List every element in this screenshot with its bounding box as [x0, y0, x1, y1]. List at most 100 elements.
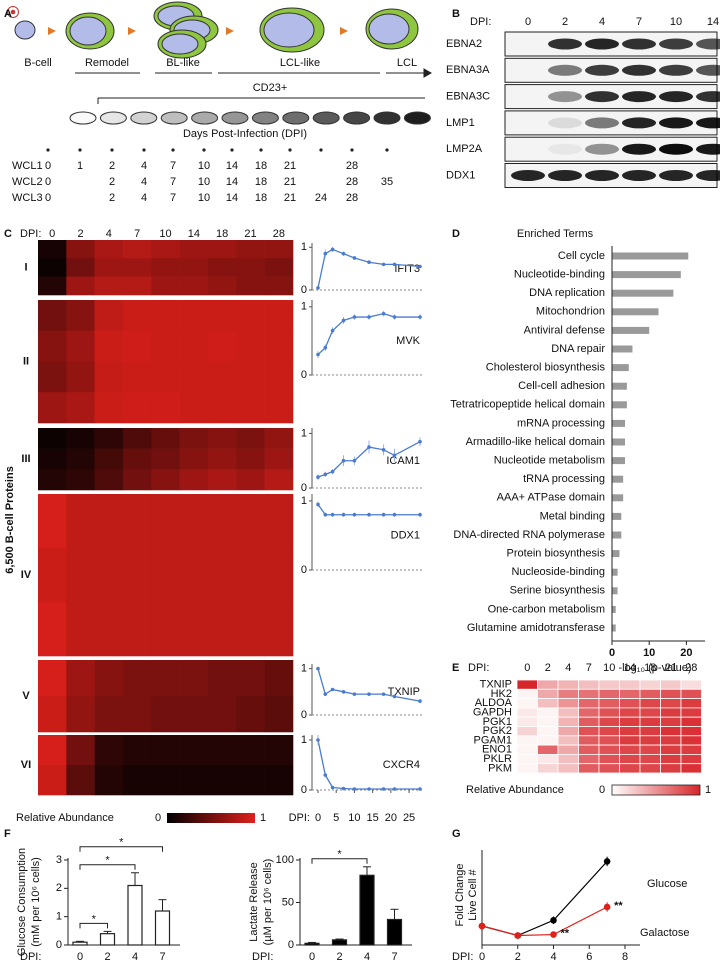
data-point	[381, 448, 386, 452]
cluster-name: VI	[21, 759, 31, 771]
timepoint-dot	[230, 148, 234, 152]
heatmap-cell	[516, 744, 538, 755]
x-tick-label: 8	[622, 951, 628, 963]
heatmap-cell	[179, 660, 209, 697]
heatmap-cell	[557, 735, 579, 746]
data-point	[418, 787, 422, 791]
term-label: Tetratricopeptide helical domain	[450, 399, 605, 411]
x-tick-label: 10	[643, 647, 655, 659]
heatmap-cell	[38, 735, 67, 766]
data-point	[367, 787, 371, 791]
y-axis-label: Fold Change	[454, 864, 466, 927]
heatmap-cell	[208, 392, 237, 424]
heatmap-cell	[123, 330, 152, 362]
term-label: Nucleotide metabolism	[494, 455, 605, 467]
heatmap-cell	[264, 428, 294, 449]
heatmap-cell	[208, 361, 237, 393]
heatmap-cell	[94, 428, 124, 449]
heatmap-cell	[537, 744, 559, 755]
x-tick-label: 0	[479, 951, 485, 963]
heatmap-cell	[680, 688, 702, 699]
heatmap-cell	[123, 469, 152, 491]
heatmap-cell	[557, 754, 579, 765]
heatmap-cell	[578, 688, 600, 699]
stage-lines	[75, 68, 433, 104]
y-tick-label: 1	[301, 427, 307, 439]
data-point	[323, 512, 328, 517]
heatmap-cell	[557, 707, 579, 718]
legend-label: Glucose	[647, 878, 687, 890]
protein-name: DDX1	[446, 169, 475, 181]
heatmap-cell	[123, 258, 152, 277]
blot-band	[622, 143, 656, 155]
heatmap-cell	[208, 494, 237, 549]
heatmap-cell	[38, 361, 67, 393]
heatmap-cell	[66, 276, 95, 296]
heatmap-cell	[38, 660, 67, 697]
heatmap-cell	[151, 361, 180, 393]
protein-name: EBNA3C	[446, 91, 490, 103]
blot-band	[622, 117, 656, 129]
heatmap-cell	[208, 765, 237, 796]
legend-max: 1	[705, 784, 711, 796]
y-axis-label: Live Cell #	[467, 868, 479, 920]
heatmap-cell	[151, 392, 180, 424]
dpi-value: 7	[636, 16, 642, 28]
x-tick-label: 7	[391, 951, 397, 963]
data-point	[341, 786, 346, 791]
bar	[612, 587, 618, 595]
panel-label: F	[4, 828, 11, 840]
data-point	[316, 738, 320, 742]
heatmap-cell	[94, 660, 124, 697]
heatmap-cell	[123, 448, 152, 470]
heatmap-cell	[66, 361, 95, 393]
cluster-name: III	[21, 453, 30, 465]
panel-label: B	[452, 8, 460, 20]
data-point	[418, 315, 422, 319]
term-label: Serine biosynthesis	[510, 585, 606, 597]
dpi-value: 7	[586, 662, 592, 674]
sample-day: 4	[141, 192, 147, 204]
sample-day: 28	[346, 176, 358, 188]
timepoint-dot	[171, 148, 175, 152]
data-point	[352, 315, 357, 319]
heatmap-cell	[179, 548, 209, 603]
heatmap-cell	[208, 276, 237, 296]
heatmap-cell	[557, 716, 579, 727]
heatmap-cell	[598, 744, 620, 755]
significance-mark: *	[92, 913, 97, 925]
bar	[612, 308, 659, 316]
bar	[612, 401, 627, 409]
data-point	[323, 472, 328, 477]
heatmap-cell	[208, 469, 237, 491]
data-point	[352, 787, 357, 791]
data-point	[330, 687, 335, 692]
x-tick-label: 20	[385, 812, 397, 824]
data-point	[352, 256, 357, 260]
culture-dish	[69, 111, 97, 125]
sample-day: 18	[255, 176, 267, 188]
gene-name: MVK	[396, 335, 421, 347]
x-axis-label: DPI:	[20, 951, 41, 963]
protein-name: EBNA2	[446, 38, 482, 50]
data-point	[478, 922, 486, 930]
bar	[612, 512, 622, 520]
y-tick-label: 1	[301, 495, 307, 507]
heatmap-cell	[94, 494, 124, 549]
heatmap-cell	[660, 698, 682, 709]
heatmap-cell	[264, 361, 294, 393]
x-axis-label: DPI:	[289, 812, 310, 824]
sample-day: 14	[226, 192, 238, 204]
heatmap-cell	[38, 300, 67, 332]
sample-day: 18	[255, 192, 267, 204]
heatmap-cell	[151, 258, 180, 277]
heatmap-cell	[179, 428, 209, 449]
heatmap-cell	[660, 726, 682, 737]
data-point	[392, 512, 397, 517]
heatmap-cell	[619, 707, 641, 718]
heatmap-cell	[38, 602, 67, 657]
heatmap-cell	[94, 300, 124, 332]
heatmap-cell	[516, 726, 538, 737]
data-point	[367, 512, 371, 517]
sample-day: 35	[381, 176, 393, 188]
